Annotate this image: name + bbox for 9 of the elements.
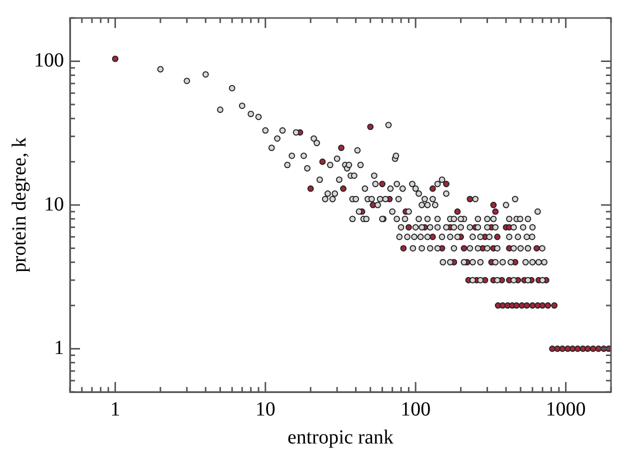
- x-tick-label: 100: [400, 398, 431, 420]
- y-axis-title: protein degree, k: [8, 138, 30, 272]
- x-tick-label: 1: [110, 398, 120, 420]
- x-tick-label: 1000: [546, 398, 586, 420]
- x-axis-title: entropic rank: [287, 426, 394, 448]
- x-tick-label: 10: [255, 398, 276, 420]
- y-tick-label: 10: [44, 193, 64, 216]
- y-tick-label: 1: [54, 336, 64, 359]
- y-tick-label: 100: [34, 50, 64, 72]
